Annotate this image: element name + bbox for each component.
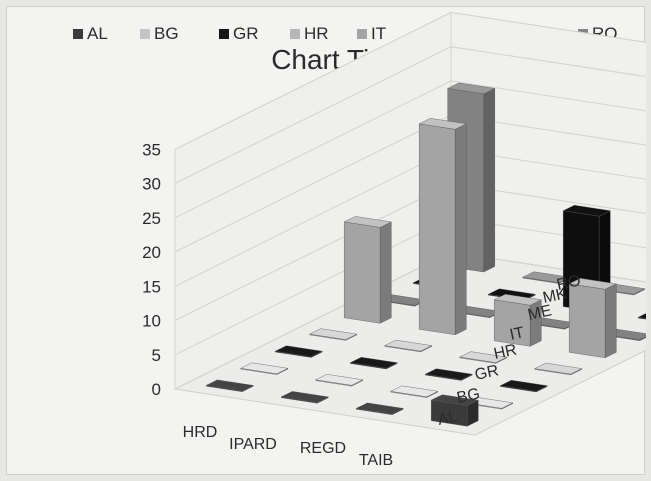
chart-bars [205, 82, 646, 427]
x-axis-category-labels: HRD IPARD REGD TAIB [183, 424, 394, 469]
bar-bg-regd [390, 385, 439, 398]
depth-label-hr: HR [492, 341, 518, 362]
bar-gr-hrd [274, 345, 323, 358]
bar-al-hrd [205, 379, 254, 393]
legend-swatch-gr [219, 29, 229, 39]
bar-al-ipard [280, 391, 329, 404]
bar-gr-regd [424, 368, 473, 381]
bar-it-ipard [418, 118, 467, 336]
bar-bg-hrd [240, 362, 289, 375]
bar-al-taib [430, 394, 479, 427]
legend-label-it: IT [371, 24, 386, 43]
bar-mk-taib [637, 313, 646, 320]
y-tick-label-20: 20 [142, 243, 161, 262]
y-tick-label-5: 5 [152, 346, 161, 365]
bar-hr-regd [459, 351, 508, 364]
bar-hr-taib [534, 362, 583, 376]
y-axis-tick-labels: 0 5 10 15 20 25 30 35 [142, 140, 161, 399]
legend-swatch-hr [290, 29, 300, 39]
gridline-35 [174, 11, 646, 150]
category-label-hrd: HRD [183, 424, 218, 441]
legend-label-al: AL [87, 24, 108, 43]
legend-label-bg: BG [154, 24, 179, 43]
y-tick-label-15: 15 [142, 277, 161, 296]
bar-gr-ipard [349, 356, 398, 370]
category-label-regd: REGD [300, 440, 346, 457]
legend-label-hr: HR [304, 24, 329, 43]
depth-label-it: IT [508, 324, 526, 344]
depth-label-bg: BG [455, 385, 481, 406]
y-tick-label-0: 0 [152, 380, 161, 399]
y-tick-label-30: 30 [142, 175, 161, 194]
legend-swatch-bg [140, 29, 150, 39]
category-label-taib: TAIB [359, 452, 393, 469]
gridline-30 [174, 46, 646, 184]
bar-al-regd [355, 402, 404, 416]
depth-label-me: ME [526, 302, 553, 324]
y-tick-label-10: 10 [142, 312, 161, 331]
bar-it-regd [493, 293, 542, 347]
depth-label-gr: GR [473, 362, 500, 384]
category-label-ipard: IPARD [229, 436, 277, 453]
bar-gr-taib [499, 379, 548, 393]
y-tick-label-35: 35 [142, 140, 161, 159]
legend-swatch-it [357, 29, 367, 39]
gridline-25 [174, 80, 646, 219]
depth-label-al: AL [436, 408, 459, 429]
bar-hr-ipard [384, 339, 433, 353]
legend-label-gr: GR [233, 24, 259, 43]
bar-it-hrd [343, 216, 392, 324]
depth-label-mk: MK [541, 285, 568, 307]
y-tick-label-25: 25 [142, 209, 161, 228]
bar-bg-ipard [315, 374, 364, 387]
depth-label-ro: RO [555, 272, 582, 294]
legend-swatch-al [73, 29, 83, 39]
bar-hr-hrd [309, 328, 358, 341]
bar-it-taib [568, 278, 617, 359]
